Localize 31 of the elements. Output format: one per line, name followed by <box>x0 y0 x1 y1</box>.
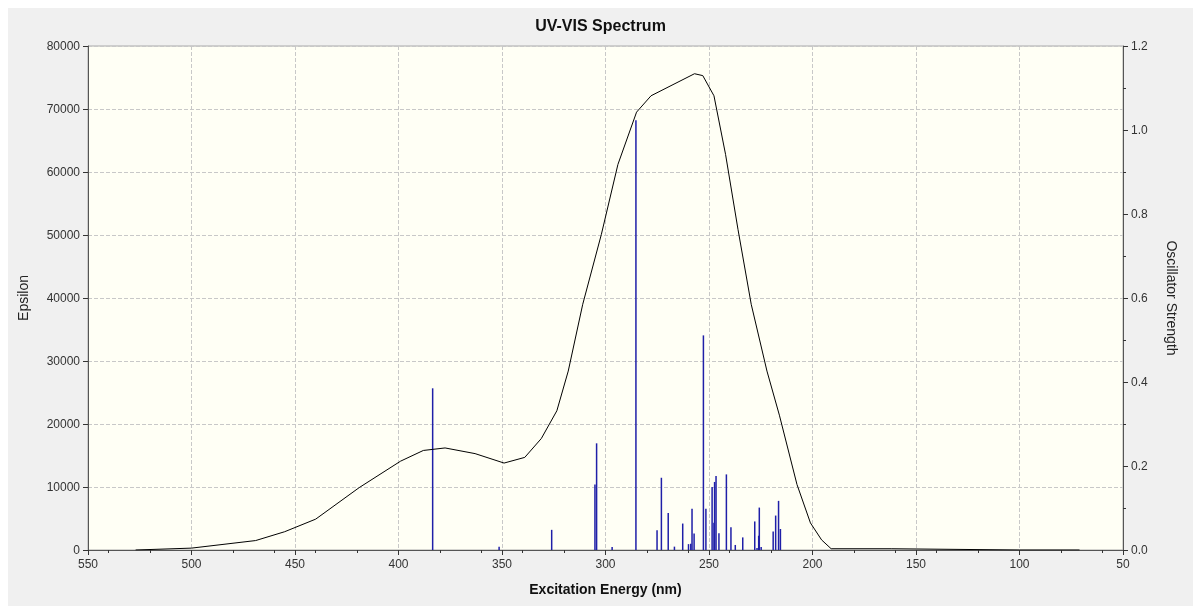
x-tick-label: 300 <box>595 557 616 571</box>
y-tick-label: 50000 <box>46 228 81 242</box>
chart-title: UV-VIS Spectrum <box>535 16 666 34</box>
x-tick-label: 550 <box>77 557 99 571</box>
x-tick-label: 450 <box>284 557 306 571</box>
y-tick-label: 80000 <box>46 39 81 53</box>
x-axis-title: Excitation Energy (nm) <box>529 581 682 597</box>
y2-tick-label: 0.2 <box>1131 459 1149 473</box>
y2-tick-label: 0.8 <box>1131 207 1149 221</box>
y-tick-label: 0 <box>73 543 81 557</box>
x-tick-label: 150 <box>905 557 927 571</box>
x-tick-label: 250 <box>698 557 720 571</box>
y2-axis-title: Oscillator Strength <box>1164 240 1180 356</box>
x-tick-label: 500 <box>181 557 202 571</box>
x-tick-label: 400 <box>388 557 409 571</box>
y2-tick-label: 1.2 <box>1131 39 1149 53</box>
x-tick-label: 200 <box>802 557 823 571</box>
x-tick-label: 100 <box>1009 557 1030 571</box>
y-axis-title: Epsilon <box>15 275 31 321</box>
x-tick-label: 350 <box>491 557 513 571</box>
x-tick-label: 50 <box>1116 557 1130 571</box>
y2-tick-label: 0.6 <box>1131 291 1149 305</box>
y-tick-label: 70000 <box>46 102 81 116</box>
y2-tick-label: 0.4 <box>1131 375 1149 389</box>
y-tick-label: 60000 <box>46 165 81 179</box>
y-tick-label: 10000 <box>46 480 81 494</box>
y2-tick-label: 1.0 <box>1131 123 1149 137</box>
y2-tick-label: 0.0 <box>1131 543 1149 557</box>
y-tick-label: 30000 <box>46 354 81 368</box>
y-tick-label: 20000 <box>46 417 81 431</box>
y-tick-label: 40000 <box>46 291 81 305</box>
